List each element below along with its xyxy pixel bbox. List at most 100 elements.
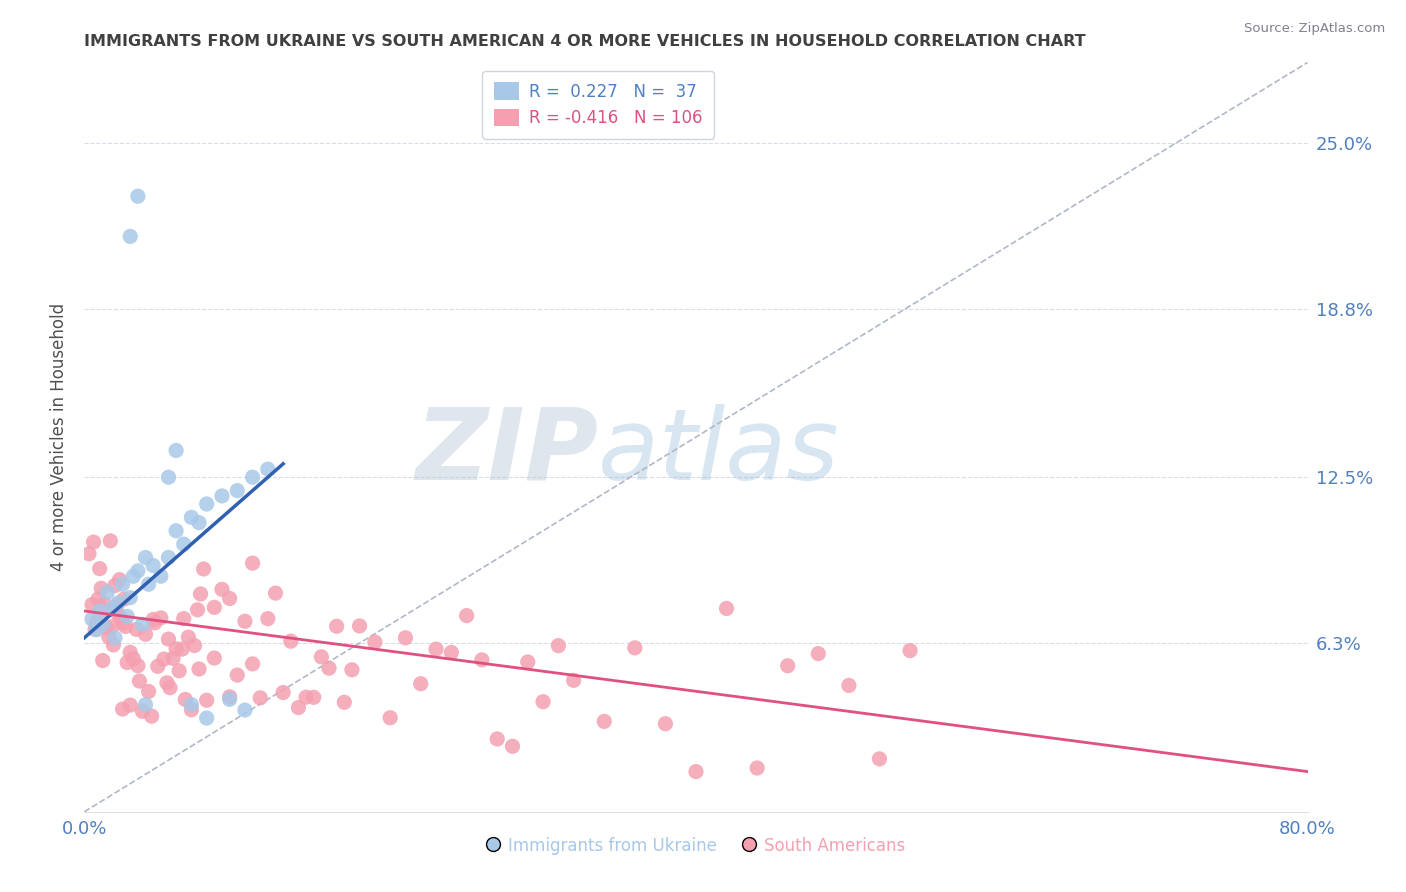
Point: [101, 620, 124, 634]
Point: [80, 612, 103, 626]
Point: [156, 675, 179, 690]
Point: [149, 611, 172, 625]
Point: [83, 535, 105, 549]
Point: [425, 642, 447, 657]
Point: [159, 681, 181, 695]
Point: [202, 651, 225, 665]
Point: [177, 630, 200, 644]
Point: [120, 698, 142, 712]
Point: [165, 641, 187, 656]
Point: [165, 443, 187, 458]
Point: [249, 690, 271, 705]
Point: [409, 677, 432, 691]
Point: [115, 609, 138, 624]
Point: [195, 497, 218, 511]
Point: [138, 577, 160, 591]
Point: [502, 739, 524, 754]
Point: [747, 761, 769, 775]
Point: [157, 550, 180, 565]
Point: [333, 695, 356, 709]
Point: [141, 709, 163, 723]
Point: [153, 652, 176, 666]
Point: [97, 630, 120, 644]
Point: [107, 607, 129, 621]
Point: [127, 658, 149, 673]
Point: [318, 661, 340, 675]
Point: [226, 668, 249, 682]
Point: [195, 711, 218, 725]
Point: [562, 673, 585, 688]
Point: [84, 623, 107, 637]
Point: [91, 617, 114, 632]
Point: [183, 639, 205, 653]
Point: [340, 663, 363, 677]
Point: [394, 631, 416, 645]
Point: [311, 649, 333, 664]
Point: [295, 690, 318, 705]
Point: [624, 640, 647, 655]
Point: [105, 599, 128, 613]
Point: [188, 516, 211, 530]
Point: [86, 615, 108, 630]
Point: [233, 703, 256, 717]
Point: [226, 483, 249, 498]
Point: [91, 654, 114, 668]
Point: [898, 643, 921, 657]
Point: [202, 600, 225, 615]
Point: [80, 598, 103, 612]
Point: [114, 619, 136, 633]
Point: [233, 614, 256, 628]
Point: [103, 638, 125, 652]
Point: [87, 592, 110, 607]
Point: [98, 533, 121, 548]
Point: [257, 612, 280, 626]
Point: [146, 659, 169, 673]
Point: [242, 556, 264, 570]
Point: [115, 656, 138, 670]
Point: [122, 651, 145, 665]
Point: [180, 510, 202, 524]
Text: ZIP: ZIP: [415, 403, 598, 500]
Point: [190, 587, 212, 601]
Point: [188, 662, 211, 676]
Point: [122, 569, 145, 583]
Point: [120, 591, 142, 605]
Point: [218, 692, 240, 706]
Point: [96, 621, 118, 635]
Point: [157, 470, 180, 484]
Point: [107, 596, 129, 610]
Point: [195, 693, 218, 707]
Point: [173, 612, 195, 626]
Point: [127, 564, 149, 578]
Point: [186, 603, 208, 617]
Point: [547, 639, 569, 653]
Point: [111, 616, 134, 631]
Point: [174, 692, 197, 706]
Point: [364, 635, 387, 649]
Point: [110, 611, 132, 625]
Point: [120, 229, 142, 244]
Point: [90, 582, 112, 596]
Point: [89, 604, 111, 618]
Point: [456, 608, 478, 623]
Point: [531, 695, 554, 709]
Point: [172, 642, 194, 657]
Point: [93, 597, 115, 611]
Point: [271, 685, 294, 699]
Point: [111, 702, 134, 716]
Point: [94, 603, 117, 617]
Point: [180, 698, 202, 712]
Point: [302, 690, 325, 705]
Point: [440, 645, 463, 659]
Point: [716, 601, 738, 615]
Point: [869, 752, 891, 766]
Point: [685, 764, 707, 779]
Point: [135, 698, 157, 712]
Point: [471, 653, 494, 667]
Point: [180, 703, 202, 717]
Point: [167, 664, 190, 678]
Point: [173, 537, 195, 551]
Point: [111, 577, 134, 591]
Point: [593, 714, 616, 729]
Text: IMMIGRANTS FROM UKRAINE VS SOUTH AMERICAN 4 OR MORE VEHICLES IN HOUSEHOLD CORREL: IMMIGRANTS FROM UKRAINE VS SOUTH AMERICA…: [84, 34, 1085, 49]
